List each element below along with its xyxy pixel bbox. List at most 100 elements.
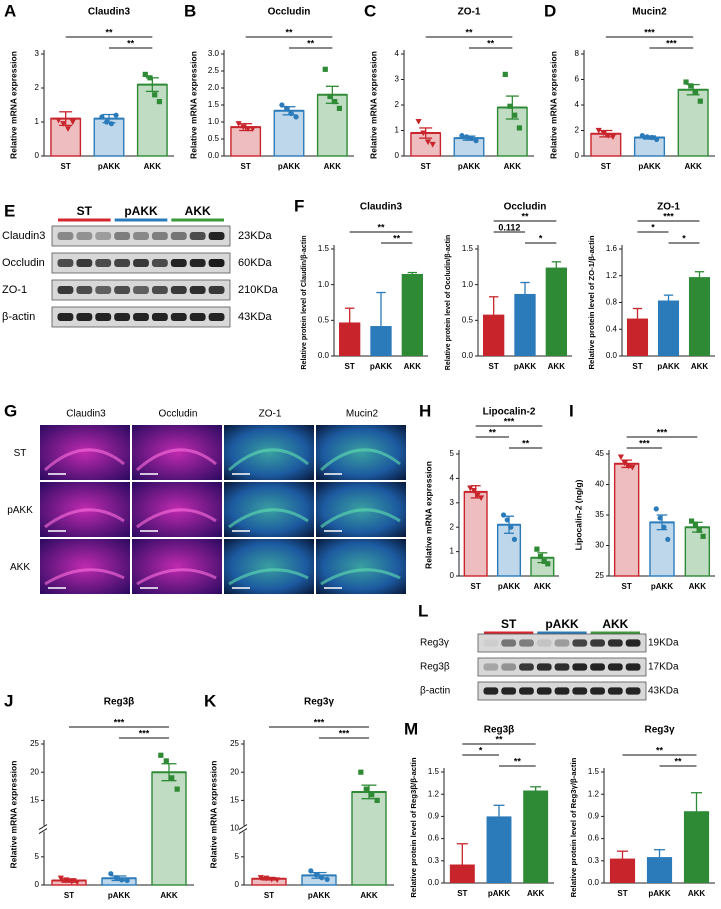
significance-label: ** bbox=[465, 27, 473, 37]
panel-letter: B bbox=[184, 1, 196, 20]
blot-band bbox=[536, 639, 552, 647]
y-tick-label: 3 bbox=[35, 49, 40, 58]
data-point bbox=[169, 775, 175, 781]
chart-title: Lipocalin-2 bbox=[483, 407, 536, 418]
data-point bbox=[284, 105, 290, 111]
fluorescence-image bbox=[40, 539, 130, 594]
blot-band bbox=[57, 232, 74, 240]
y-tick-label: 2 bbox=[450, 522, 455, 531]
data-point bbox=[240, 124, 247, 131]
x-tick-label: ST bbox=[264, 891, 274, 900]
tissue-texture bbox=[136, 568, 217, 586]
panel-letter: D bbox=[544, 1, 556, 20]
bar bbox=[93, 117, 125, 157]
blot-band bbox=[133, 232, 149, 240]
bar bbox=[453, 137, 485, 157]
bar bbox=[626, 318, 649, 356]
blot-band bbox=[133, 313, 149, 321]
column-label: Mucin2 bbox=[346, 409, 379, 420]
significance-label: ** bbox=[285, 27, 293, 37]
blot-band bbox=[57, 286, 74, 294]
significance-label: ** bbox=[514, 756, 522, 766]
chart-title: ZO-1 bbox=[657, 202, 680, 213]
blot-band bbox=[572, 687, 588, 695]
data-point bbox=[293, 114, 299, 120]
x-tick-label: pAKK bbox=[98, 162, 120, 171]
data-point bbox=[55, 117, 62, 124]
y-tick-label: 0.3 bbox=[588, 856, 600, 865]
bar bbox=[339, 322, 361, 356]
column-label: ZO-1 bbox=[259, 409, 282, 420]
x-tick-label: pAKK bbox=[308, 891, 330, 900]
data-point bbox=[511, 536, 518, 543]
axis-break bbox=[239, 825, 249, 832]
data-point bbox=[605, 133, 612, 139]
tissue-texture bbox=[44, 568, 125, 586]
significance-label: ** bbox=[656, 745, 664, 755]
data-point bbox=[288, 110, 294, 117]
y-tick-label: 1 bbox=[395, 126, 400, 135]
x-tick-label: ST bbox=[457, 889, 467, 898]
tissue-texture bbox=[319, 448, 401, 472]
blot-strip bbox=[477, 633, 647, 653]
y-tick-label: 1.5 bbox=[318, 244, 330, 253]
bar bbox=[514, 293, 536, 356]
y-tick-label: 10 bbox=[230, 824, 239, 833]
y-tick-label: 1.0 bbox=[318, 280, 330, 289]
data-point bbox=[474, 492, 481, 499]
data-point bbox=[274, 877, 281, 884]
blot-band bbox=[625, 687, 641, 695]
data-point bbox=[249, 126, 256, 132]
blot-band bbox=[519, 687, 534, 695]
y-tick-label: 25 bbox=[230, 739, 239, 748]
blot-band bbox=[114, 313, 131, 321]
y-tick-label: 1.2 bbox=[428, 789, 440, 798]
bar bbox=[523, 790, 549, 883]
y-tick-label: 0 bbox=[35, 151, 40, 160]
x-tick-label: AKK bbox=[691, 362, 709, 371]
x-tick-label: pAKK bbox=[651, 582, 673, 591]
data-point bbox=[108, 871, 114, 877]
blot-band bbox=[76, 313, 93, 321]
significance-label: *** bbox=[504, 416, 515, 426]
x-tick-label: AKK bbox=[688, 889, 706, 898]
data-point bbox=[268, 876, 275, 883]
significance-label: *** bbox=[663, 211, 674, 221]
y-tick-label: 0.4 bbox=[606, 324, 618, 333]
data-point bbox=[657, 515, 663, 521]
data-point bbox=[74, 879, 81, 886]
y-tick-label: 2.5 bbox=[208, 66, 220, 75]
data-point bbox=[64, 126, 72, 132]
y-tick-label: 1.5 bbox=[428, 767, 440, 776]
bar bbox=[316, 94, 348, 157]
data-point bbox=[534, 546, 540, 552]
blot-band bbox=[501, 687, 517, 695]
blot-band bbox=[151, 232, 168, 240]
bar bbox=[683, 811, 710, 883]
y-axis-label: Relative protein level of Claudin/β-acti… bbox=[300, 235, 308, 369]
blot-band bbox=[607, 663, 623, 671]
data-point bbox=[654, 136, 660, 143]
significance-label: *** bbox=[114, 717, 125, 727]
x-tick-label: ST bbox=[64, 891, 74, 900]
x-tick-label: AKK bbox=[324, 162, 342, 171]
y-tick-label: 30 bbox=[595, 541, 604, 550]
row-label: pAKK bbox=[7, 505, 33, 516]
x-tick-label: AKK bbox=[684, 162, 702, 171]
axis-break bbox=[38, 828, 48, 835]
blot-row-label: Reg3β bbox=[420, 662, 450, 673]
data-point bbox=[57, 875, 64, 882]
blot-band bbox=[501, 663, 517, 671]
y-tick-label: 2 bbox=[575, 126, 580, 135]
data-point bbox=[324, 876, 330, 882]
significance-label: * bbox=[539, 233, 543, 243]
column-label: Claudin3 bbox=[66, 409, 106, 420]
x-tick-label: AKK bbox=[689, 582, 707, 591]
blot-band bbox=[208, 313, 225, 321]
data-point bbox=[639, 133, 645, 139]
bar bbox=[151, 771, 187, 886]
x-tick-label: ST bbox=[345, 362, 355, 371]
row-label: AKK bbox=[10, 562, 30, 573]
y-tick-label: 1 bbox=[450, 547, 455, 556]
